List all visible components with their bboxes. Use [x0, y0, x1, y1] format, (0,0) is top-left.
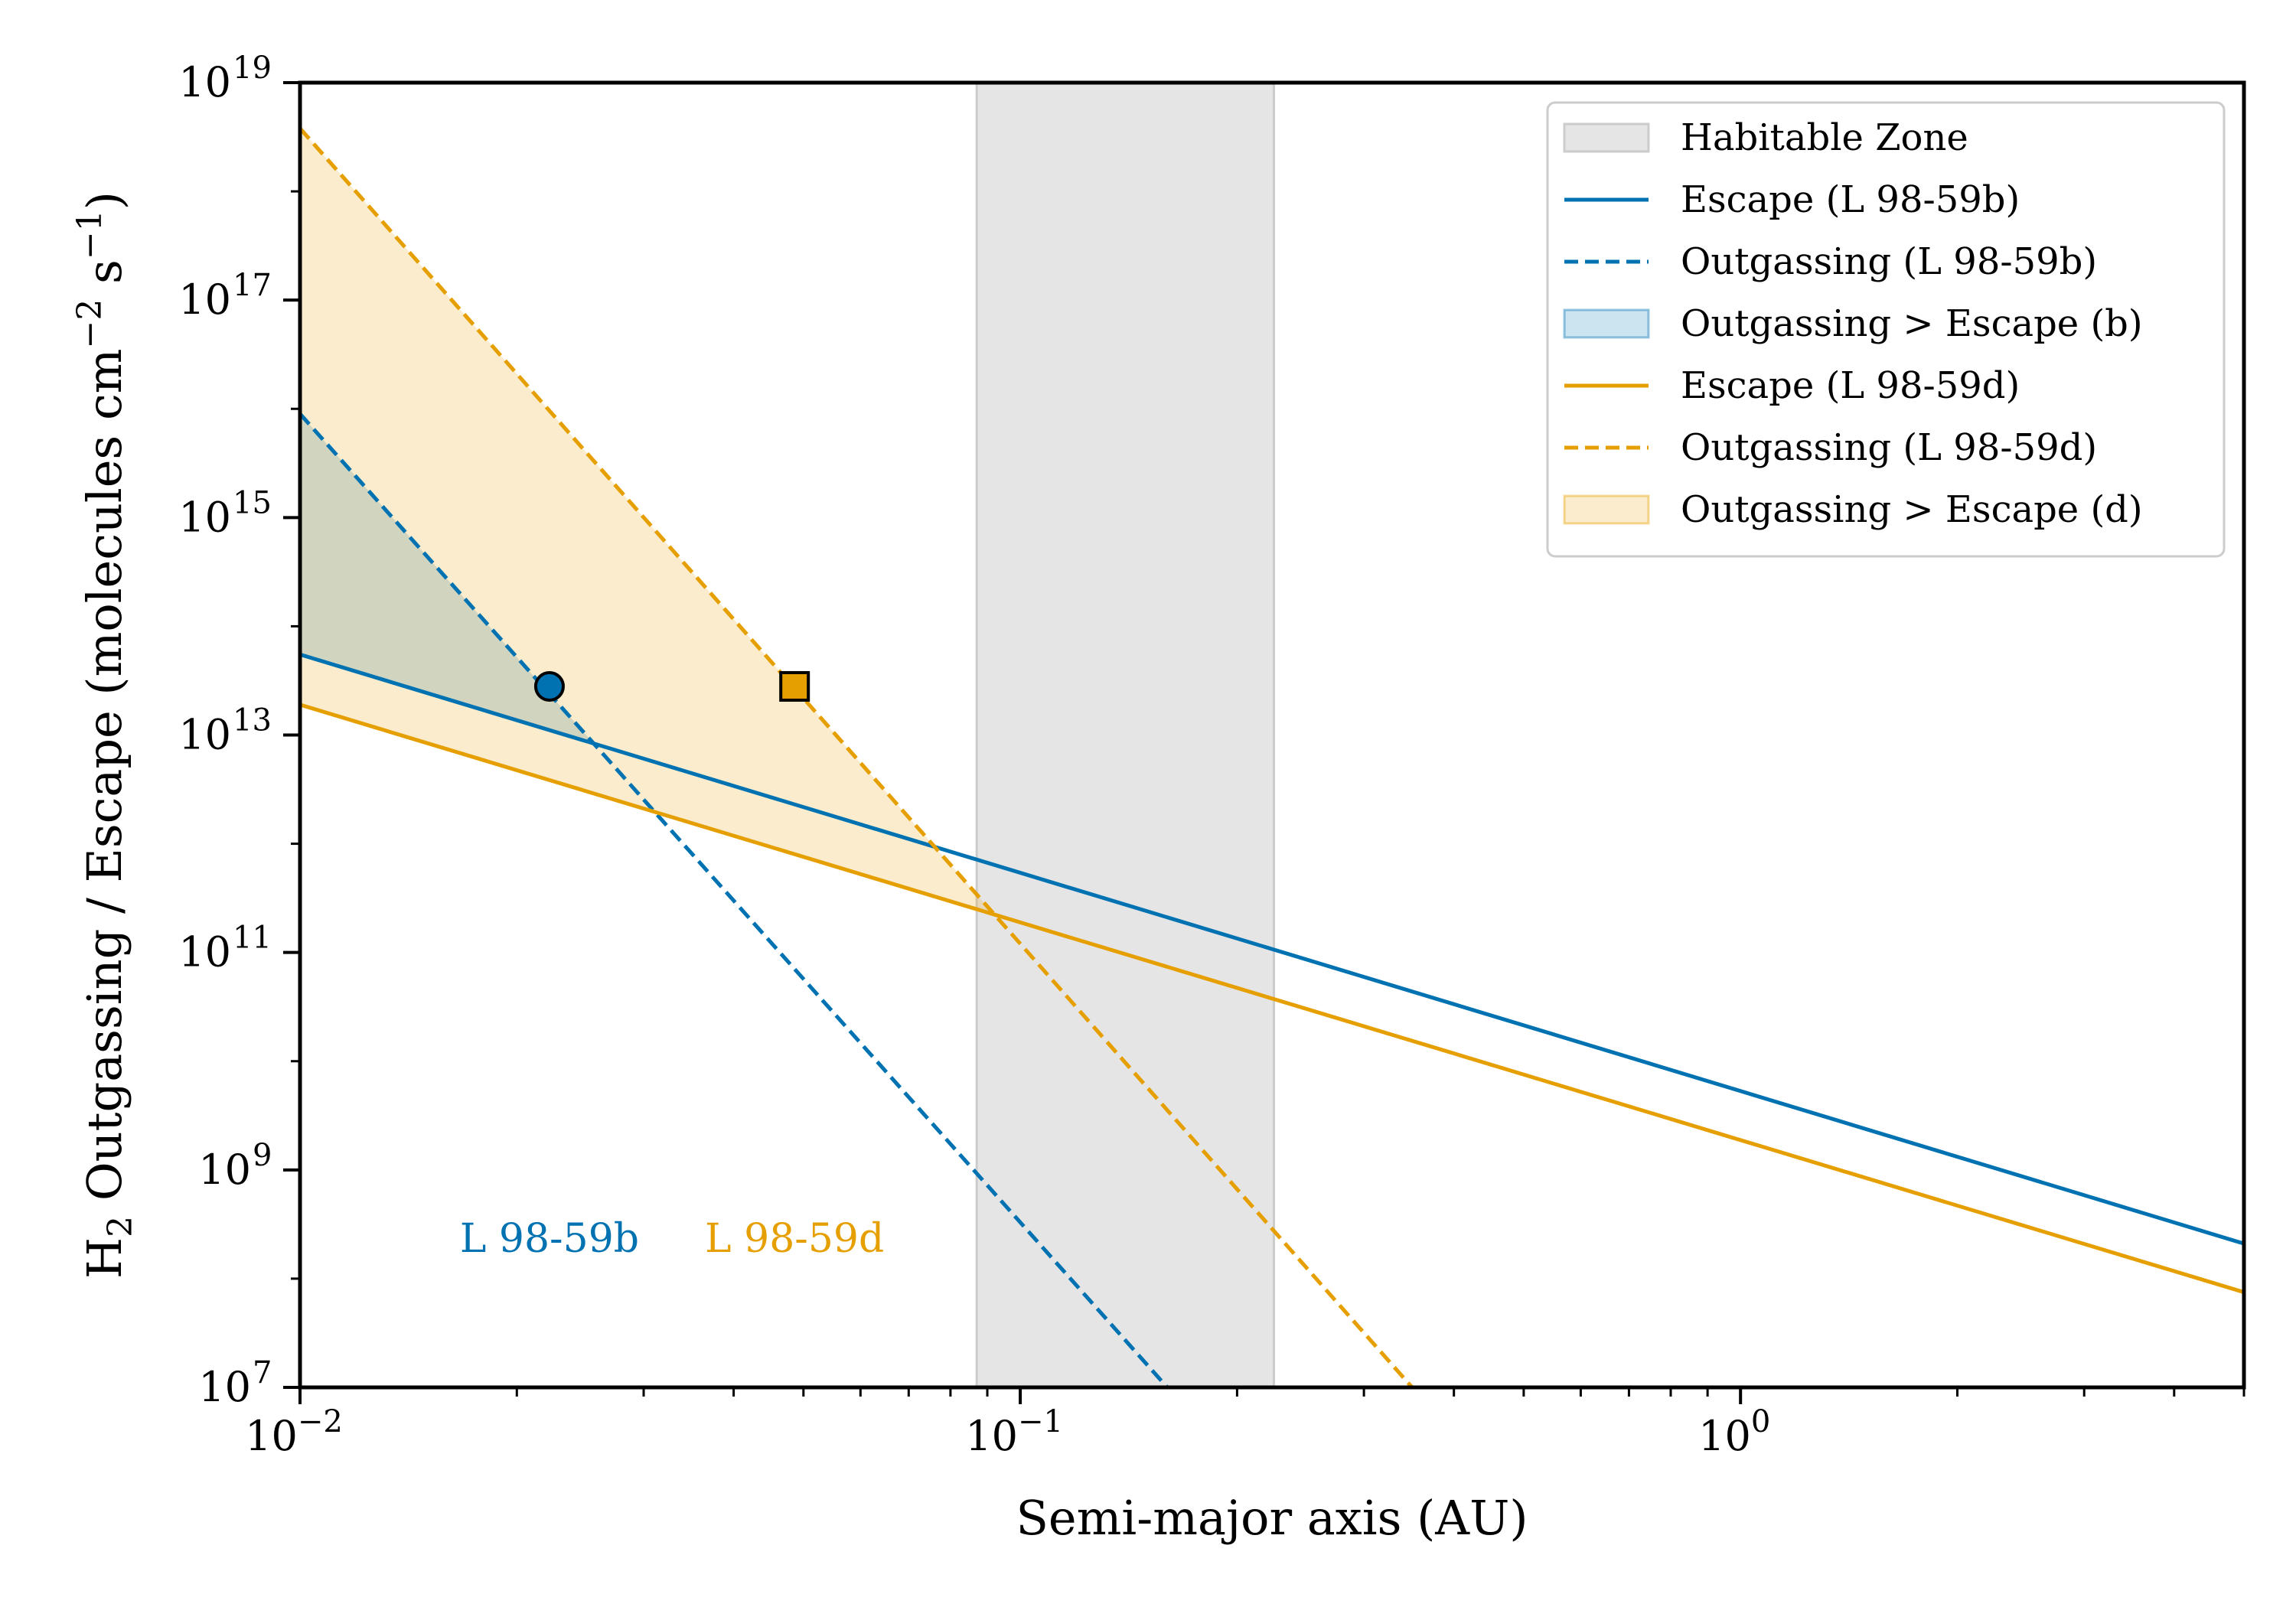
y-tick-label: 10: [178, 275, 231, 324]
x-tick-label: 10−1: [965, 1404, 1063, 1460]
y-tick-label: 10: [198, 1363, 251, 1411]
annotation-label: L 98-59b: [460, 1216, 639, 1262]
x-tick-label: 100: [1698, 1404, 1770, 1460]
y-tick-label: 10: [178, 58, 231, 106]
legend-swatch: [1563, 122, 1650, 153]
marker-d: [779, 670, 810, 702]
x-axis-label: Semi-major axis (AU): [1016, 1490, 1528, 1546]
legend[interactable]: Habitable Zone Escape (L 98-59b) Outgassin…: [1546, 101, 2226, 558]
series-line-2: [300, 702, 2244, 1295]
legend-label: Escape (L 98-59d): [1681, 364, 2020, 407]
legend-label: Escape (L 98-59b): [1681, 178, 2020, 221]
legend-label: Outgassing > Escape (b): [1681, 302, 2143, 345]
y-tick-exponent: 19: [233, 51, 272, 86]
y-axis-label: H2 Outgassing / Escape (molecules cm−2 s…: [70, 191, 140, 1279]
legend-swatch: [1563, 308, 1650, 339]
annotation-label: L 98-59d: [705, 1216, 884, 1262]
planet-markers: [533, 670, 810, 702]
y-tick-exponent: 17: [233, 268, 272, 303]
habitable-zone-band: [975, 83, 1276, 1387]
y-tick-label: 10: [178, 711, 231, 759]
y-tick-label: 10: [178, 928, 231, 976]
y-tick-label: 10: [198, 1146, 251, 1194]
marker-b: [533, 670, 565, 702]
legend-entry: Outgassing > Escape (b): [1563, 302, 2143, 345]
series-line-0: [300, 652, 2244, 1246]
legend-label: Outgassing > Escape (d): [1681, 488, 2143, 531]
y-tick-exponent: 13: [233, 703, 272, 738]
legend-entry: Outgassing > Escape (d): [1563, 488, 2143, 531]
legend-swatch: [1563, 494, 1650, 525]
series-line-1: [300, 412, 1169, 1387]
y-tick-exponent: 15: [233, 485, 272, 520]
legend-entry: Escape (L 98-59d): [1564, 364, 2020, 407]
legend-label: Outgassing (L 98-59b): [1681, 240, 2097, 283]
axis-labels: Semi-major axis (AU) H2 Outgassing / Esca…: [70, 191, 1528, 1546]
legend-box: [1546, 101, 2226, 558]
y-tick-exponent: 7: [253, 1355, 272, 1390]
legend-entry: Outgassing (L 98-59d): [1564, 426, 2097, 469]
legend-entry: Habitable Zone: [1563, 116, 1968, 159]
y-tick-exponent: 11: [233, 921, 272, 956]
legend-label: Habitable Zone: [1681, 116, 1968, 159]
y-tick-label: 10: [178, 493, 231, 541]
legend-entry: Outgassing (L 98-59b): [1564, 240, 2097, 283]
planet-annotations: L 98-59b L 98-59d: [460, 1216, 885, 1262]
y-tick-exponent: 9: [253, 1138, 272, 1173]
x-tick-label: 10−2: [245, 1404, 343, 1460]
series-lines: [300, 127, 2244, 1387]
legend-label: Outgassing (L 98-59d): [1681, 426, 2097, 469]
legend-entry: Escape (L 98-59b): [1564, 178, 2020, 221]
series-line-3: [300, 127, 1414, 1387]
